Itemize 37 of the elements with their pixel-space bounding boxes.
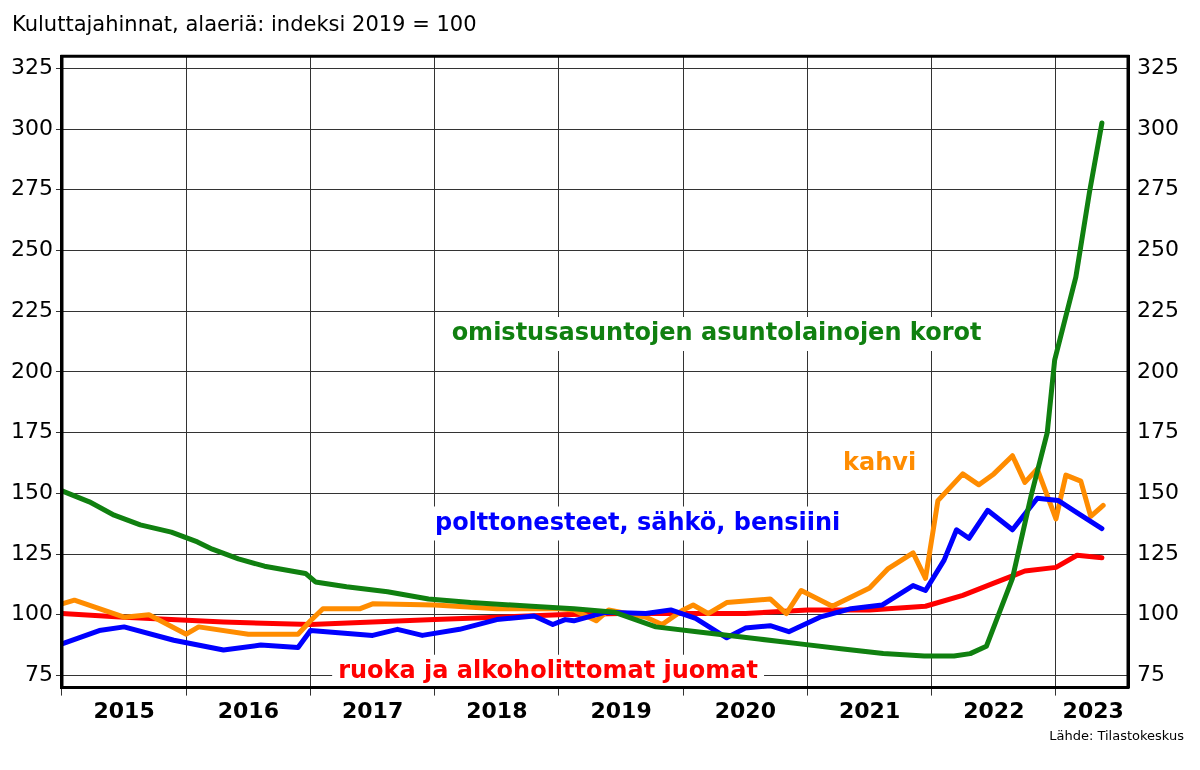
y-tick-label: 200 xyxy=(10,357,53,383)
y-tick-label: 250 xyxy=(10,236,53,262)
y2-tick-label: 125 xyxy=(1137,539,1180,565)
x-tick-label: 2018 xyxy=(466,697,528,723)
y2-tick-label: 225 xyxy=(1137,296,1180,322)
x-tick-label: 2017 xyxy=(341,697,404,723)
text: polttonesteet, sähkö, bensiini xyxy=(434,507,841,536)
x-tick-label: 2023 xyxy=(1062,697,1124,723)
y-tick-label: 225 xyxy=(10,296,53,322)
x-tick-label: 2021 xyxy=(838,697,901,723)
x-tick-label: 2015 xyxy=(93,697,155,723)
series-label: ruoka ja alkoholittomat juomat xyxy=(338,656,759,685)
y-tick-label: 275 xyxy=(10,175,53,201)
y2-tick-label: 300 xyxy=(1137,114,1180,140)
y-tick-label: 325 xyxy=(10,54,53,80)
chart-title: Kuluttajahinnat, alaeriä: indeksi 2019 = 100 xyxy=(11,11,478,38)
y-tick-label: 100 xyxy=(10,600,53,626)
y2-tick-label: 100 xyxy=(1137,600,1180,626)
y2-tick-label: 325 xyxy=(1137,54,1180,80)
series-label: kahvi xyxy=(843,447,917,476)
y2-tick-label: 250 xyxy=(1137,236,1180,262)
x-tick-label: 2020 xyxy=(714,697,776,723)
x-tick-label: 2022 xyxy=(963,697,1025,723)
y2-tick-label: 200 xyxy=(1137,357,1180,383)
y2-tick-label: 150 xyxy=(1137,479,1180,505)
y-tick-label: 125 xyxy=(10,539,53,565)
y-tick-label: 300 xyxy=(10,114,53,140)
text: Lähde: Tilastokeskus xyxy=(1048,728,1185,743)
y2-tick-label: 175 xyxy=(1137,418,1180,444)
text: omistusasuntojen asuntolainojen korot xyxy=(451,318,982,347)
y2-tick-label: 75 xyxy=(1137,661,1166,687)
y-tick-label: 150 xyxy=(10,479,53,505)
x-tick-label: 2019 xyxy=(590,697,652,723)
y-tick-label: 175 xyxy=(10,418,53,444)
y2-tick-label: 275 xyxy=(1137,175,1180,201)
x-tick-label: 2016 xyxy=(217,697,279,723)
y-tick-label: 75 xyxy=(24,661,53,687)
